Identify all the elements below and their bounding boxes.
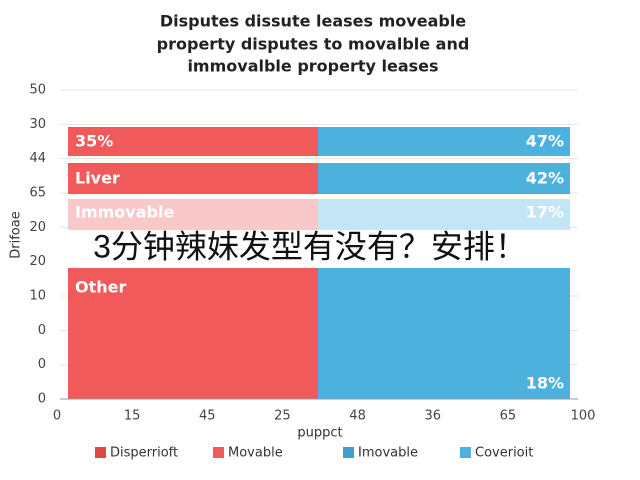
bar-left — [68, 127, 318, 156]
legend-swatch — [95, 447, 106, 458]
bar-label: Other — [75, 278, 126, 297]
caption-band — [30, 232, 590, 266]
bar-left — [68, 199, 318, 230]
x-tick-label: 15 — [124, 409, 141, 424]
y-tick-label: 30 — [29, 117, 46, 132]
legend-label: Coverioit — [475, 446, 533, 461]
bar-label: 18% — [526, 374, 564, 393]
y-tick-label: 0 — [38, 357, 46, 372]
legend-label: Disperrioft — [110, 446, 178, 461]
y-tick-label: 10 — [29, 289, 46, 304]
y-tick-label: 65 — [29, 186, 46, 201]
x-tick-label: 65 — [500, 409, 517, 424]
title-line: Disputes dissute leases moveable — [160, 12, 466, 31]
x-tick-label: 48 — [349, 409, 366, 424]
y-tick-label: 0 — [38, 392, 46, 407]
x-axis-label: pupрct — [297, 426, 342, 441]
legend-swatch — [343, 447, 354, 458]
bar-label: 17% — [526, 203, 564, 222]
legend-swatch — [213, 447, 224, 458]
bar-label: 42% — [526, 169, 564, 188]
bar-left — [68, 163, 318, 194]
legend-label: Imovable — [358, 446, 418, 461]
title-line: property disputes to movalble and — [157, 35, 470, 54]
bar-label: Immovable — [75, 203, 174, 222]
bar-right — [318, 199, 570, 230]
title-line: immovalble property leases — [187, 57, 438, 76]
bar-right — [318, 127, 570, 156]
x-tick-label: 25 — [274, 409, 291, 424]
legend: Disperrioft Movable Imovable Coverioit — [95, 446, 533, 461]
x-tick-label: 100 — [571, 409, 596, 424]
y-axis-label: Drifoae — [9, 211, 24, 258]
bar-left — [68, 268, 318, 399]
x-ticks: 0 15 45 25 48 36 65 100 — [53, 409, 596, 424]
bar-right — [318, 268, 570, 399]
y-tick-label: 20 — [29, 254, 46, 269]
y-tick-label: 0 — [38, 323, 46, 338]
bar-label: Liver — [75, 169, 120, 188]
y-tick-label: 20 — [29, 220, 46, 235]
bar-right — [318, 163, 570, 194]
x-tick-label: 0 — [53, 409, 61, 424]
y-tick-label: 44 — [29, 151, 46, 166]
bar-label: 35% — [75, 132, 113, 151]
x-tick-label: 36 — [424, 409, 441, 424]
title: Disputes dissute leases moveable propert… — [157, 12, 470, 76]
y-ticks: 50 30 44 65 20 20 10 0 0 0 — [29, 83, 46, 407]
y-tick-label: 50 — [29, 83, 46, 98]
x-tick-label: 45 — [199, 409, 216, 424]
bar-label: 47% — [526, 132, 564, 151]
overlay-caption: 3分钟辣妹发型有没有？安排！ — [93, 228, 527, 264]
legend-label: Movable — [228, 446, 283, 461]
legend-swatch — [460, 447, 471, 458]
